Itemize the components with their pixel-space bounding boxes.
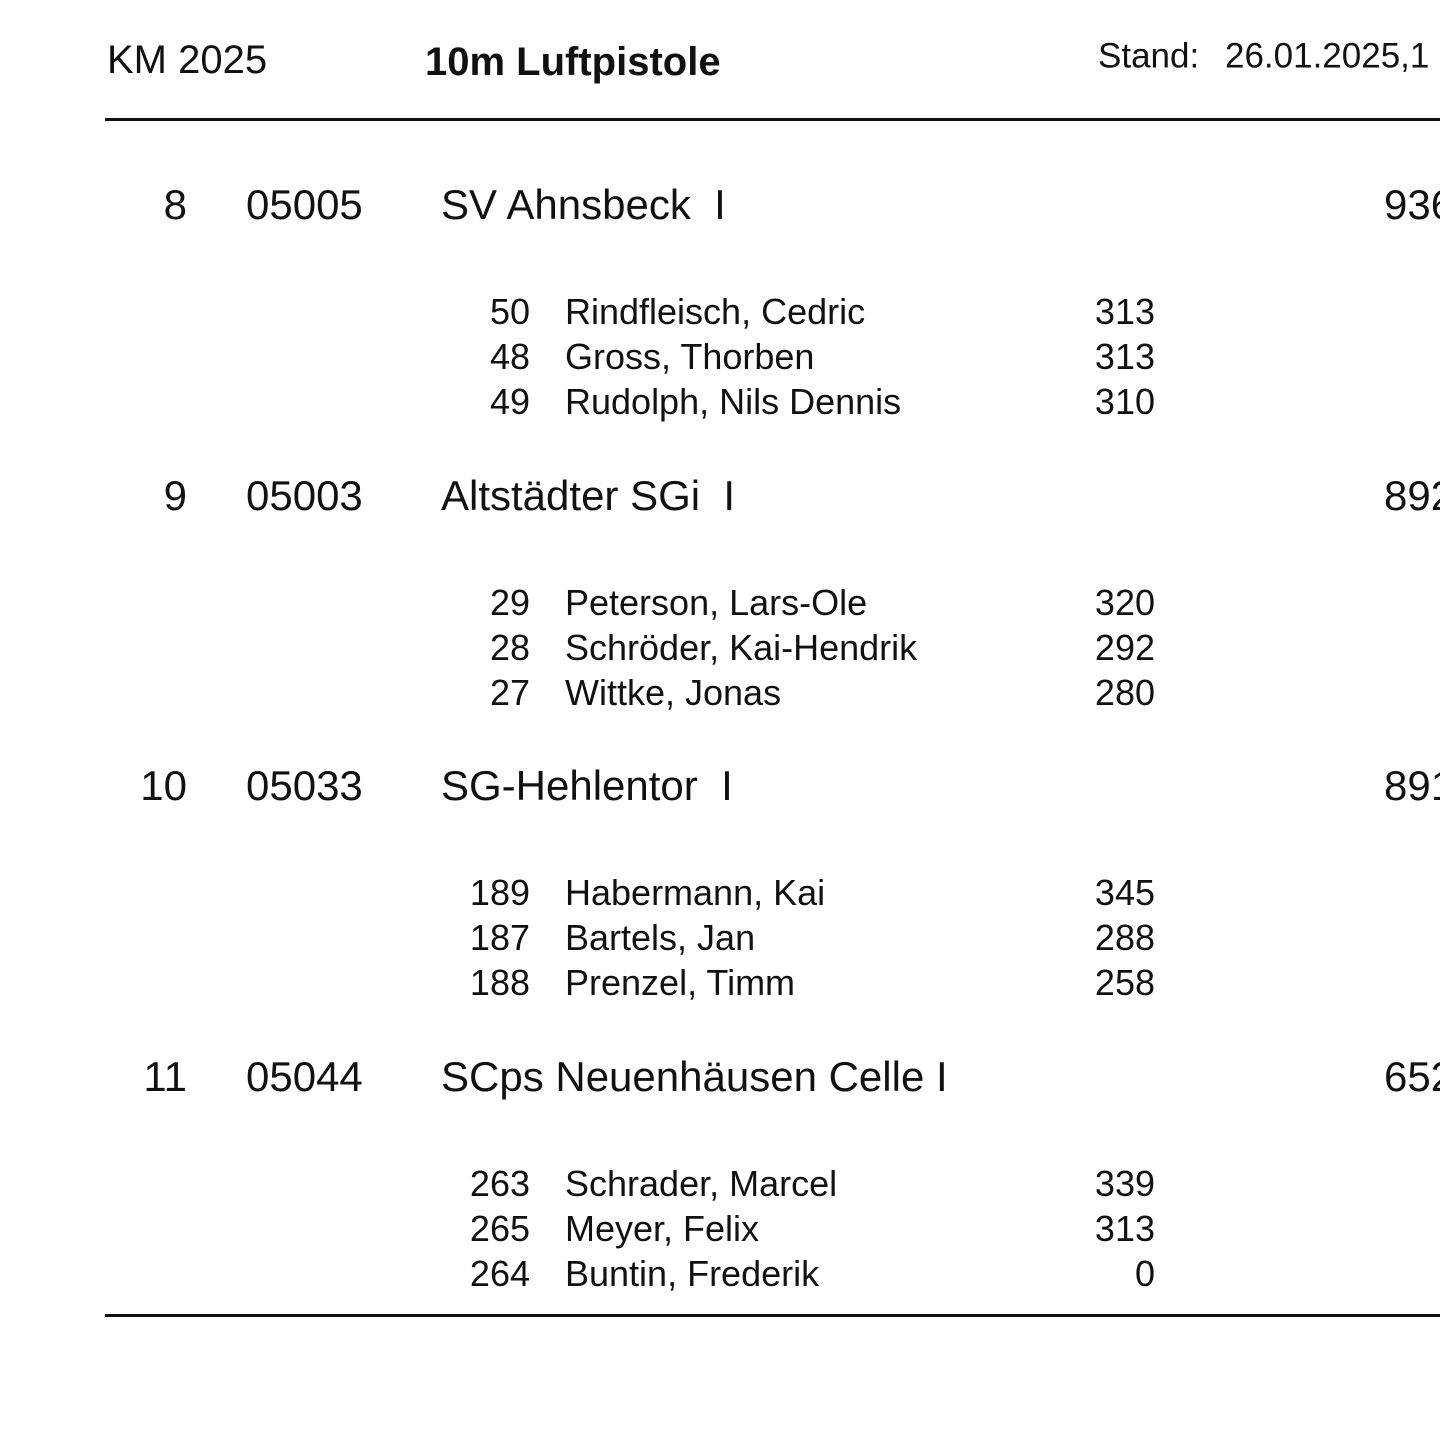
member-number: 189 [469,872,530,913]
member-number: 29 [489,581,530,623]
member-score: 258 [1094,962,1155,1003]
stand-value: 26.01.2025,1 [1225,36,1430,76]
club-id: 05033 [246,762,363,809]
club-id: 05003 [246,471,363,519]
member-name: Rudolph, Nils Dennis [565,381,902,422]
member-score: 310 [1094,381,1155,422]
member-name: Wittke, Jonas [565,671,782,713]
member-score: 313 [1094,336,1155,377]
member-score: 313 [1094,1207,1155,1249]
member-number: 265 [469,1207,530,1249]
member-score: 339 [1094,1162,1155,1204]
team-rank: 9 [163,471,187,519]
member-number: 264 [469,1252,530,1294]
footer-rule [105,1314,1440,1317]
stand-label: Stand: [1098,36,1200,76]
team-total: 891 [1384,762,1440,809]
member-name: Rindfleisch, Cedric [565,291,866,332]
member-number: 49 [489,381,530,422]
member-name: Bartels, Jan [565,917,756,958]
member-name: Meyer, Felix [565,1207,760,1249]
member-name: Prenzel, Timm [565,962,796,1003]
member-score: 288 [1094,917,1155,958]
header-rule [105,118,1440,121]
member-number: 28 [489,626,530,668]
club-id: 05044 [246,1052,363,1100]
member-name: Schrader, Marcel [565,1162,838,1204]
team-total: 652 [1384,1052,1440,1100]
team-rank: 10 [140,762,187,809]
member-number: 27 [489,671,530,713]
member-name: Peterson, Lars-Ole [565,581,868,623]
member-score: 0 [1134,1252,1155,1294]
member-score: 320 [1094,581,1155,623]
team-rank: 8 [163,181,187,228]
member-number: 188 [469,962,530,1003]
team-total: 936 [1384,181,1440,228]
event: KM 2025 [107,38,268,82]
team-name: SCps Neuenhäusen Celle I [441,1052,948,1100]
member-number: 50 [489,291,530,332]
team-total: 892 [1384,471,1440,519]
team-rank: 11 [143,1052,187,1100]
team-name: Altstädter SGi I [441,471,736,519]
member-name: Habermann, Kai [565,872,826,913]
member-number: 48 [489,336,530,377]
member-name: Buntin, Frederik [565,1252,820,1294]
member-score: 292 [1094,626,1155,668]
member-name: Gross, Thorben [565,336,815,377]
member-score: 280 [1094,671,1155,713]
member-score: 313 [1094,291,1155,332]
team-name: SG-Hehlentor I [441,762,733,809]
member-number: 187 [469,917,530,958]
club-id: 05005 [246,181,363,228]
member-name: Schröder, Kai-Hendrik [565,626,918,668]
discipline: 10m Luftpistole [425,40,721,84]
team-name: SV Ahnsbeck I [441,181,726,228]
member-number: 263 [469,1162,530,1204]
member-score: 345 [1094,872,1155,913]
